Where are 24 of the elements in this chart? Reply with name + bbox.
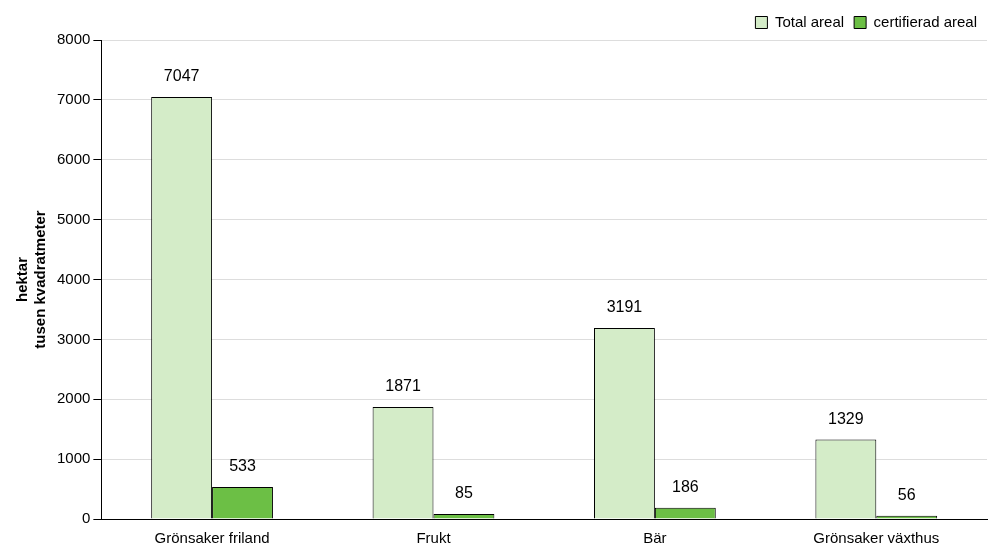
y-tick-label: 5000 <box>56 209 91 227</box>
x-tick-label: Bär <box>643 529 667 547</box>
data-label: 1329 <box>828 409 864 427</box>
legend-label: certifierad areal <box>873 12 978 30</box>
data-label: 3191 <box>606 298 643 316</box>
y-tick-label: 7000 <box>56 90 91 108</box>
y-tick-label: 0 <box>82 509 91 527</box>
data-label: 533 <box>229 457 256 475</box>
x-tick-label: Grönsaker friland <box>154 529 270 547</box>
y-tick-label: 1000 <box>56 449 91 467</box>
y-tick-label: 3000 <box>56 329 91 347</box>
data-label: 7047 <box>163 67 200 85</box>
data-label: 186 <box>671 478 699 496</box>
data-label: 1871 <box>385 377 421 395</box>
x-tick-label: Grönsaker växthus <box>813 529 940 547</box>
data-label: 56 <box>897 486 916 504</box>
data-label: 85 <box>455 484 473 502</box>
y-tick-label: 2000 <box>56 389 91 407</box>
legend-label: Total areal <box>774 12 845 30</box>
y-axis-title: hektar tusen kvadratmeter <box>13 210 49 349</box>
x-tick-label: Frukt <box>416 529 452 547</box>
y-tick-label: 8000 <box>56 30 91 48</box>
y-tick-label: 4000 <box>56 269 91 287</box>
y-tick-label: 6000 <box>56 149 91 167</box>
